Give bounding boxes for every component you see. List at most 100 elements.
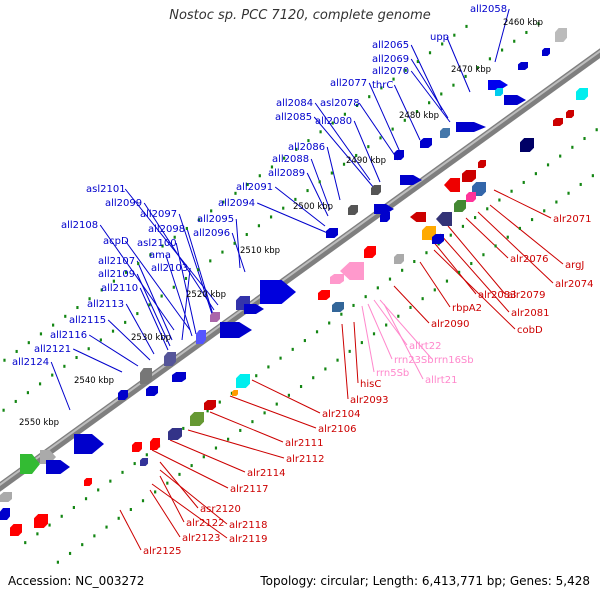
gene-label-all2108[interactable]: all2108 bbox=[61, 220, 98, 231]
upper-gene-block[interactable] bbox=[326, 228, 338, 238]
gene-label-rbpa2[interactable]: rbpA2 bbox=[452, 303, 482, 314]
lower-gene-block[interactable] bbox=[190, 412, 204, 426]
gene-label-alr2079[interactable]: alr2079 bbox=[507, 290, 545, 301]
lower-gene-block[interactable] bbox=[84, 478, 92, 486]
upper-gene-block[interactable] bbox=[0, 508, 10, 520]
gene-label-upp[interactable]: upp bbox=[430, 32, 449, 43]
gene-label-argj[interactable]: argJ bbox=[565, 260, 584, 271]
upper-gene-block[interactable] bbox=[555, 28, 567, 42]
gene-label-all2103[interactable]: all2103 bbox=[151, 263, 188, 274]
upper-gene-block[interactable] bbox=[210, 312, 220, 322]
lower-gene-block[interactable] bbox=[332, 302, 344, 312]
lower-gene-block[interactable] bbox=[466, 192, 476, 202]
lower-gene-block[interactable] bbox=[150, 438, 160, 450]
lower-gene-block[interactable] bbox=[232, 390, 238, 396]
upper-gene-arrow[interactable] bbox=[504, 95, 526, 105]
lower-gene-block[interactable] bbox=[422, 226, 436, 240]
upper-gene-block[interactable] bbox=[394, 150, 404, 160]
upper-gene-arrow[interactable] bbox=[244, 304, 264, 314]
lower-gene-arrow[interactable] bbox=[436, 212, 452, 226]
lower-gene-block[interactable] bbox=[566, 110, 574, 118]
gene-label-alr2074[interactable]: alr2074 bbox=[555, 279, 593, 290]
lower-gene-block[interactable] bbox=[454, 200, 466, 212]
lower-gene-arrow[interactable] bbox=[410, 212, 426, 222]
gene-label-all2099[interactable]: all2099 bbox=[105, 198, 142, 209]
gene-label-alr2123[interactable]: alr2123 bbox=[182, 533, 220, 544]
gene-label-thrc[interactable]: thrC bbox=[372, 80, 393, 91]
lower-gene-block[interactable] bbox=[520, 138, 534, 152]
gene-label-alr2125[interactable]: alr2125 bbox=[143, 546, 181, 557]
upper-gene-block[interactable] bbox=[118, 390, 128, 400]
lower-gene-block[interactable] bbox=[364, 246, 376, 258]
gene-label-acpd[interactable]: acpD bbox=[103, 236, 129, 247]
gene-label-all2097[interactable]: all2097 bbox=[140, 209, 177, 220]
gene-label-cobd[interactable]: cobD bbox=[517, 325, 543, 336]
gene-label-all2058[interactable]: all2058 bbox=[470, 4, 507, 15]
gene-label-all2077[interactable]: all2077 bbox=[330, 78, 367, 89]
upper-gene-arrow[interactable] bbox=[220, 322, 252, 338]
gene-label-all2121[interactable]: all2121 bbox=[34, 344, 71, 355]
gene-label-all2069[interactable]: all2069 bbox=[372, 54, 409, 65]
upper-gene-arrow[interactable] bbox=[456, 122, 486, 132]
gene-label-allrt21[interactable]: allrt21 bbox=[425, 375, 457, 386]
gene-label-asr2120[interactable]: asr2120 bbox=[200, 504, 241, 515]
gene-label-all2124[interactable]: all2124 bbox=[12, 357, 49, 368]
lower-gene-block[interactable] bbox=[10, 524, 22, 536]
gene-label-all2084[interactable]: all2084 bbox=[276, 98, 313, 109]
upper-gene-block[interactable] bbox=[440, 128, 450, 138]
lower-gene-block[interactable] bbox=[394, 254, 404, 264]
gene-label-alr2093[interactable]: alr2093 bbox=[350, 395, 388, 406]
gene-label-all2095[interactable]: all2095 bbox=[197, 214, 234, 225]
lower-gene-arrow[interactable] bbox=[340, 262, 364, 280]
upper-gene-block[interactable] bbox=[371, 185, 381, 195]
gene-label-rrn5sb[interactable]: rrn5Sb bbox=[376, 368, 409, 379]
upper-gene-block[interactable] bbox=[518, 62, 528, 70]
upper-gene-block[interactable] bbox=[495, 88, 503, 96]
upper-gene-block[interactable] bbox=[542, 48, 550, 56]
gene-label-asl2100[interactable]: asl2100 bbox=[137, 238, 177, 249]
lower-gene-block[interactable] bbox=[432, 234, 444, 244]
gene-label-allrt22[interactable]: allrt22 bbox=[409, 341, 441, 352]
upper-gene-arrow[interactable] bbox=[400, 175, 422, 185]
gene-label-rrn23sb[interactable]: rrn23Sb bbox=[394, 355, 434, 366]
gene-label-all2110[interactable]: all2110 bbox=[101, 283, 138, 294]
lower-gene-block[interactable] bbox=[553, 118, 563, 126]
gene-label-alr2076[interactable]: alr2076 bbox=[510, 254, 548, 265]
gene-label-alr2118[interactable]: alr2118 bbox=[229, 520, 267, 531]
gene-label-asl2101[interactable]: asl2101 bbox=[86, 184, 126, 195]
upper-gene-block[interactable] bbox=[140, 368, 152, 384]
lower-gene-block[interactable] bbox=[34, 514, 48, 528]
gene-label-alr2111[interactable]: alr2111 bbox=[285, 438, 323, 449]
upper-gene-block[interactable] bbox=[380, 212, 390, 222]
gene-label-alr2071[interactable]: alr2071 bbox=[553, 214, 591, 225]
gene-label-all2088[interactable]: all2088 bbox=[272, 154, 309, 165]
upper-gene-arrow[interactable] bbox=[46, 460, 70, 474]
gene-label-asl2078[interactable]: asl2078 bbox=[320, 98, 360, 109]
lower-gene-block[interactable] bbox=[330, 274, 344, 284]
gene-label-all2070[interactable]: all2070 bbox=[372, 66, 409, 77]
gene-label-all2098[interactable]: all2098 bbox=[148, 224, 185, 235]
gene-label-all2085[interactable]: all2085 bbox=[275, 112, 312, 123]
gene-label-all2091[interactable]: all2091 bbox=[236, 182, 273, 193]
lower-gene-block[interactable] bbox=[140, 458, 148, 466]
gene-label-alr2117[interactable]: alr2117 bbox=[230, 484, 268, 495]
lower-gene-block[interactable] bbox=[576, 88, 588, 100]
gene-label-alr2083[interactable]: alr2083 bbox=[478, 290, 516, 301]
lower-gene-block[interactable] bbox=[236, 374, 250, 388]
lower-gene-block[interactable] bbox=[478, 160, 486, 168]
gene-label-alr2112[interactable]: alr2112 bbox=[286, 454, 324, 465]
upper-gene-arrow[interactable] bbox=[488, 80, 508, 90]
lower-gene-block[interactable] bbox=[132, 442, 142, 452]
gene-label-all2115[interactable]: all2115 bbox=[69, 315, 106, 326]
gene-label-ama[interactable]: ama bbox=[149, 250, 171, 261]
upper-gene-block[interactable] bbox=[196, 330, 206, 344]
gene-label-alr2081[interactable]: alr2081 bbox=[511, 308, 549, 319]
gene-label-all2107[interactable]: all2107 bbox=[98, 256, 135, 267]
gene-label-alr2106[interactable]: alr2106 bbox=[318, 424, 356, 435]
lower-gene-block[interactable] bbox=[318, 290, 330, 300]
gene-label-alr2119[interactable]: alr2119 bbox=[229, 534, 267, 545]
gene-label-all2096[interactable]: all2096 bbox=[193, 228, 230, 239]
upper-gene-arrow[interactable] bbox=[74, 434, 104, 454]
gene-label-alr2104[interactable]: alr2104 bbox=[322, 409, 360, 420]
gene-label-all2116[interactable]: all2116 bbox=[50, 330, 87, 341]
